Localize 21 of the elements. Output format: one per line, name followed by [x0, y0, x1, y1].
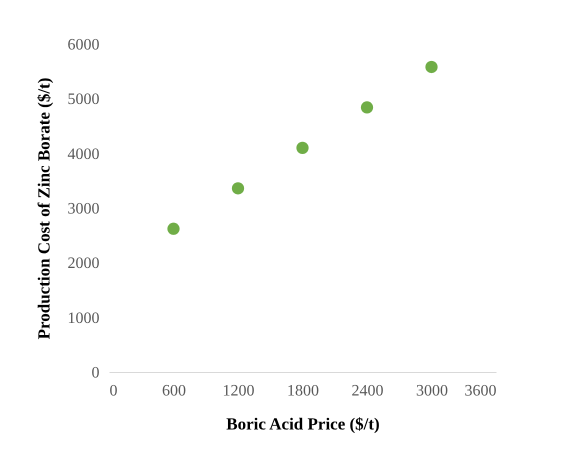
point [167, 222, 180, 235]
point [232, 182, 244, 194]
y-tick-label: 5000 [68, 91, 100, 108]
y-tick-label: 4000 [68, 146, 100, 163]
x-tick-label: 600 [162, 382, 186, 400]
y-tick-label: 1000 [68, 310, 100, 327]
x-tick-label: 0 [110, 382, 118, 400]
x-tick-label: 1200 [222, 382, 254, 400]
y-tick-label: 6000 [68, 36, 100, 54]
y-tick-label: 0 [92, 364, 100, 382]
x-tick-label: 3000 [416, 382, 448, 400]
x-tick-label: 2400 [352, 382, 384, 400]
x-tick-label: 3600 [464, 382, 496, 400]
point [296, 142, 309, 154]
y-tick-label: 2000 [68, 255, 100, 272]
point [360, 101, 374, 114]
x-axis-title: Boric Acid Price ($/t) [226, 414, 380, 434]
y-axis-title: Production Cost of Zinc Borate ($/t) [34, 78, 54, 340]
point [425, 60, 438, 74]
y-tick-label: 3000 [68, 200, 100, 218]
x-tick-label: 1800 [287, 382, 319, 400]
